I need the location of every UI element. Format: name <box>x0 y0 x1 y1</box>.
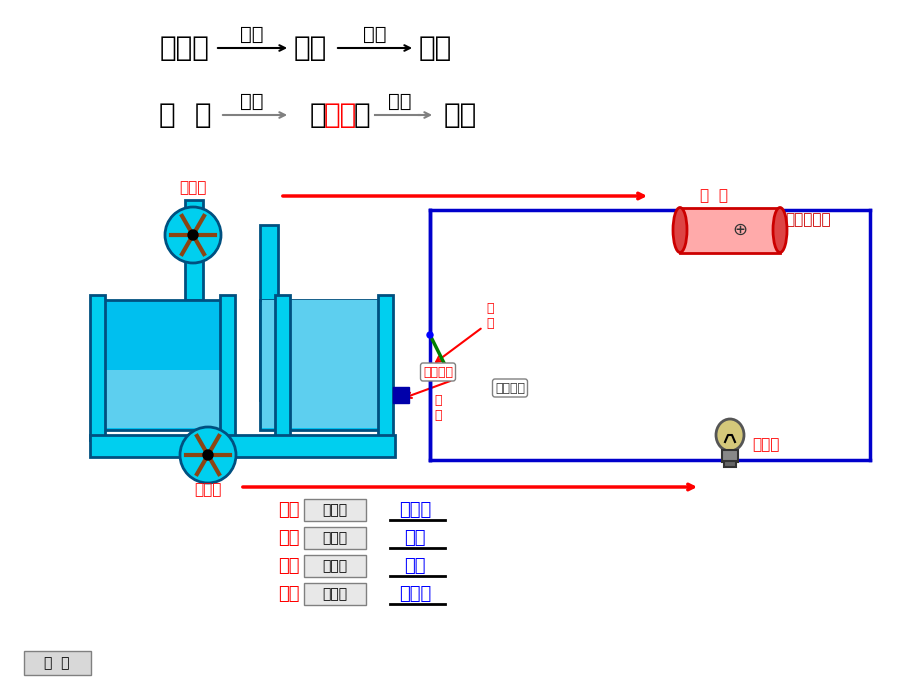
Text: 返  回: 返 回 <box>44 656 70 670</box>
Text: 阀门: 阀门 <box>403 529 425 547</box>
Circle shape <box>187 230 198 240</box>
Text: 水轮机: 水轮机 <box>194 482 221 497</box>
Bar <box>723 461 735 467</box>
Bar <box>260 225 278 400</box>
Text: 电  源: 电 源 <box>699 188 727 204</box>
Circle shape <box>180 427 236 483</box>
Text: 电流: 电流 <box>278 557 300 575</box>
Text: 水轮机: 水轮机 <box>399 585 431 603</box>
Circle shape <box>165 207 221 263</box>
Text: 相当于: 相当于 <box>322 503 347 517</box>
Bar <box>679 208 779 253</box>
Text: 水流: 水流 <box>418 34 451 62</box>
Text: 抽水机: 抽水机 <box>179 181 207 195</box>
Text: （: （ <box>310 101 326 129</box>
Bar <box>90 295 105 440</box>
Text: 阀
门: 阀 门 <box>434 394 441 422</box>
Text: 提供: 提供 <box>240 25 264 43</box>
Bar <box>102 370 228 428</box>
FancyBboxPatch shape <box>303 499 366 521</box>
Text: 水压: 水压 <box>293 34 326 62</box>
Text: 电源: 电源 <box>278 501 300 519</box>
Text: 开
关: 开 关 <box>486 302 494 330</box>
Text: 抽水机: 抽水机 <box>399 501 431 519</box>
FancyBboxPatch shape <box>303 555 366 577</box>
Bar <box>378 295 392 440</box>
Text: 相当于: 相当于 <box>322 531 347 545</box>
Ellipse shape <box>772 208 786 253</box>
Text: 开关: 开关 <box>278 529 300 547</box>
Text: 灯泡: 灯泡 <box>278 585 300 603</box>
Bar <box>220 295 234 440</box>
Text: 关闭开关: 关闭开关 <box>494 382 525 395</box>
Text: 电压: 电压 <box>323 101 357 129</box>
Text: 水流: 水流 <box>403 557 425 575</box>
Bar <box>185 200 203 300</box>
Bar <box>721 450 737 462</box>
Text: 打开阀门: 打开阀门 <box>423 366 452 379</box>
Bar <box>262 300 388 428</box>
FancyBboxPatch shape <box>303 583 366 605</box>
Bar <box>392 387 409 403</box>
Text: ）: ） <box>353 101 370 129</box>
FancyBboxPatch shape <box>303 527 366 549</box>
Text: 相当于: 相当于 <box>322 559 347 573</box>
Bar <box>100 300 230 430</box>
Ellipse shape <box>673 208 686 253</box>
Circle shape <box>203 450 213 460</box>
Bar <box>90 435 394 457</box>
Text: 电流: 电流 <box>443 101 476 129</box>
Text: ⊕: ⊕ <box>732 221 747 239</box>
Text: 电灯泡: 电灯泡 <box>751 437 778 453</box>
Text: 电  源: 电 源 <box>159 101 211 129</box>
Circle shape <box>426 367 433 373</box>
FancyBboxPatch shape <box>24 651 91 675</box>
Text: 形成: 形成 <box>388 92 412 110</box>
Text: 相当于: 相当于 <box>322 587 347 601</box>
Text: 形成: 形成 <box>363 25 386 43</box>
Text: 表示正电荷: 表示正电荷 <box>784 213 830 228</box>
Ellipse shape <box>715 419 743 451</box>
Text: 抽水机: 抽水机 <box>160 34 210 62</box>
Circle shape <box>426 332 433 338</box>
Bar <box>260 300 390 430</box>
Text: 提供: 提供 <box>240 92 264 110</box>
Bar <box>275 295 289 440</box>
